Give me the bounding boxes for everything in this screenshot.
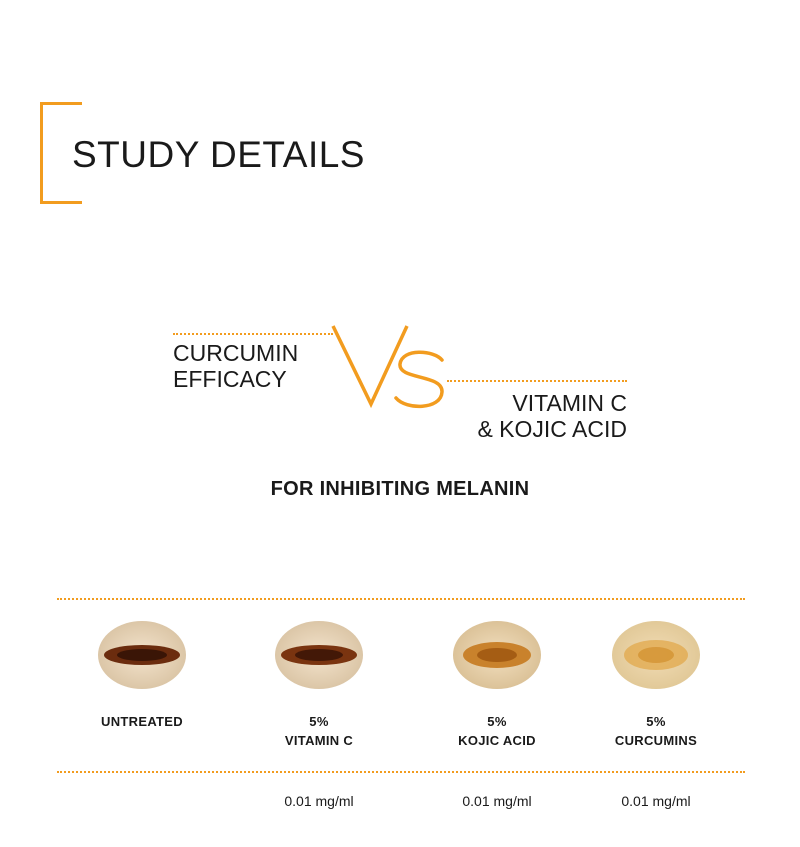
sample-label-line2: CURCUMINS: [614, 733, 698, 748]
dose-kojic-acid: 0.01 mg/ml: [462, 793, 532, 809]
sample-label-line2: KOJIC ACID: [458, 733, 536, 748]
subtitle: FOR INHIBITING MELANIN: [270, 478, 530, 500]
vitamin-c-cell-icon: [275, 621, 363, 689]
vitamin-c-kojic-label: VITAMIN C & KOJIC ACID: [427, 390, 627, 442]
sample-label-line2: VITAMIN C: [284, 733, 354, 748]
curcumin-cell-icon: [612, 621, 700, 689]
sample-label: 5% KOJIC ACID: [417, 712, 577, 750]
sample-label-line1: UNTREATED: [101, 714, 183, 729]
right-label-line1: VITAMIN C: [512, 390, 627, 416]
top-separator: [57, 598, 745, 600]
dose-curcumins: 0.01 mg/ml: [621, 793, 691, 809]
left-label-line1: CURCUMIN: [173, 340, 299, 366]
sample-label-line1: 5%: [646, 714, 666, 729]
sample-label: 5% CURCUMINS: [576, 712, 736, 750]
kojic-acid-cell-icon: [453, 621, 541, 689]
untreated-cell-icon: [98, 621, 186, 689]
sample-label: UNTREATED: [62, 712, 222, 731]
curcumin-efficacy-label: CURCUMIN EFFICACY: [173, 340, 298, 392]
sample-label-line1: 5%: [309, 714, 329, 729]
dose-vitamin-c: 0.01 mg/ml: [284, 793, 354, 809]
bottom-separator: [57, 771, 745, 773]
title-bracket: [40, 102, 82, 204]
sample-label-line1: 5%: [487, 714, 507, 729]
left-dotted-line: [173, 333, 333, 335]
sample-kojic-acid: 5% KOJIC ACID: [417, 618, 577, 750]
sample-vitamin-c: 5% VITAMIN C: [239, 618, 399, 750]
sample-curcumins: 5% CURCUMINS: [576, 618, 736, 750]
left-label-line2: EFFICACY: [173, 366, 287, 392]
page-title: STUDY DETAILS: [72, 134, 365, 175]
right-dotted-line: [447, 380, 627, 382]
sample-untreated: UNTREATED: [62, 618, 222, 731]
right-label-line2: & KOJIC ACID: [477, 416, 627, 442]
vs-graphic: VS: [331, 325, 444, 409]
sample-label: 5% VITAMIN C: [239, 712, 399, 750]
